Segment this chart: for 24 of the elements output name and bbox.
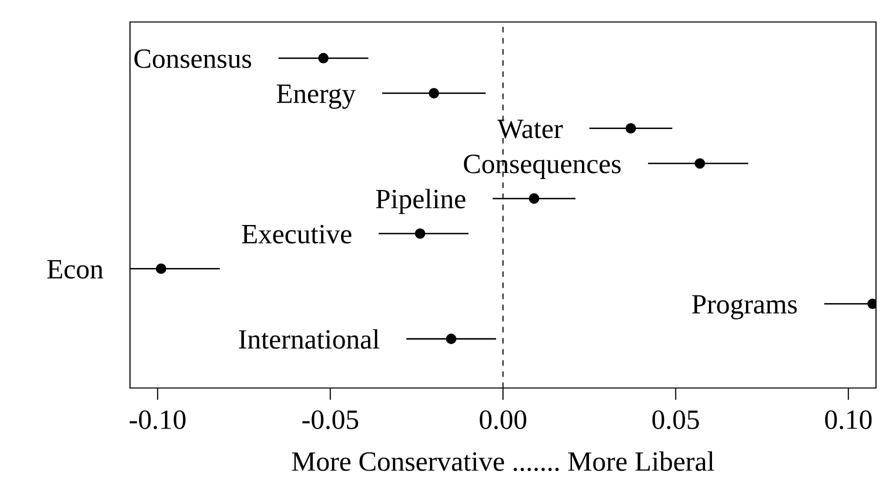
point xyxy=(694,158,706,169)
x-tick-label: 0.00 xyxy=(480,410,526,430)
y-tick-label: International xyxy=(238,329,380,349)
point xyxy=(446,334,456,344)
point xyxy=(318,52,329,64)
y-tick-label: Water xyxy=(497,120,563,138)
y-tick-label: Pipeline xyxy=(376,188,466,214)
x-tick-label: 0.05 xyxy=(652,410,699,430)
y-tick-label: Consequences xyxy=(464,154,621,179)
y-tick-label: Programs xyxy=(692,295,797,320)
point xyxy=(156,263,166,274)
x-tick-label: -0.05 xyxy=(302,410,358,430)
x-tick-label: -0.10 xyxy=(130,410,186,430)
point xyxy=(428,88,440,98)
y-tick-label: Consensus xyxy=(134,49,252,68)
y-tick-label: Executive xyxy=(242,224,352,244)
point xyxy=(867,298,876,309)
x-axis-title: More Conservative ....... More Liberal xyxy=(292,451,714,472)
point xyxy=(528,193,540,204)
y-tick-label: Energy xyxy=(276,84,356,109)
point xyxy=(626,123,636,134)
x-tick-label: 0.10 xyxy=(825,410,872,430)
y-tick-label: Econ xyxy=(47,260,104,279)
point xyxy=(414,228,426,239)
